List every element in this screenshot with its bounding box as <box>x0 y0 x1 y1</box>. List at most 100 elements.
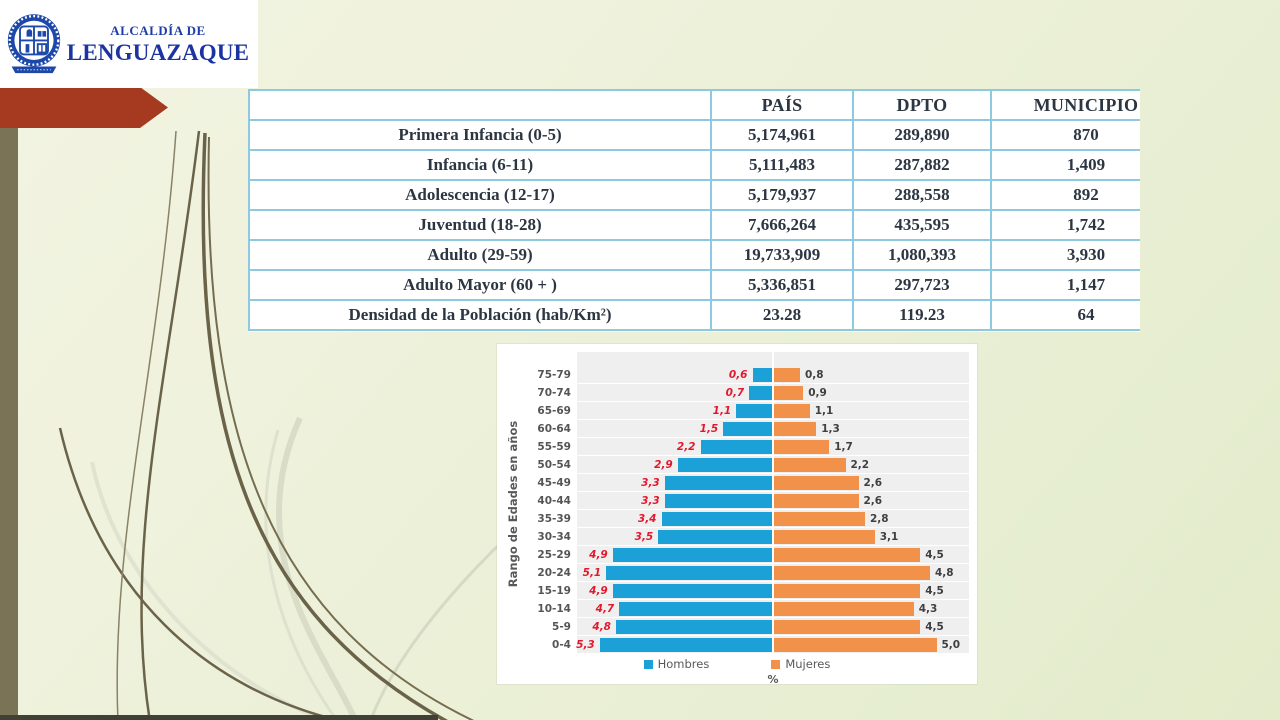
red-arrow-banner <box>0 87 168 128</box>
hombres-bar <box>606 566 772 580</box>
row-label: Juventud (18-28) <box>248 209 712 241</box>
hombres-bar <box>749 386 772 400</box>
age-axis-label: 25-29 <box>537 549 571 561</box>
cell-dpto: 1,080,393 <box>852 239 992 271</box>
mujeres-value-label: 2,2 <box>850 459 870 471</box>
age-axis-label: 10-14 <box>537 603 571 615</box>
chart-legend: Hombres Mujeres <box>497 657 977 671</box>
age-axis-label: 55-59 <box>537 441 571 453</box>
pyramid-row: 1,1 1,1 <box>577 402 969 420</box>
mujeres-bar <box>774 566 930 580</box>
pyramid-row: 2,9 2,2 <box>577 456 969 474</box>
mujeres-bar <box>774 620 921 634</box>
mujeres-value-label: 2,8 <box>870 513 889 525</box>
hombres-bar <box>723 422 772 436</box>
header-pais: PAÍS <box>710 89 854 121</box>
cell-municipio: 1,742 <box>990 209 1140 241</box>
mujeres-bar <box>774 476 859 490</box>
mujeres-bar <box>774 584 921 598</box>
hombres-value-label: 0,7 <box>725 387 745 399</box>
mujeres-value-label: 4,3 <box>918 603 938 615</box>
cell-municipio: 3,930 <box>990 239 1140 271</box>
hombres-value-label: 4,7 <box>595 603 615 615</box>
cell-pais: 7,666,264 <box>710 209 854 241</box>
cell-dpto: 297,723 <box>852 269 992 301</box>
mujeres-value-label: 4,5 <box>925 549 944 561</box>
hombres-value-label: 3,3 <box>641 477 660 489</box>
age-axis-label: 15-19 <box>537 585 571 597</box>
hombres-bar <box>658 530 772 544</box>
mujeres-value-label: 4,5 <box>925 585 944 597</box>
hombres-value-label: 0,6 <box>728 369 748 381</box>
header-dpto: DPTO <box>852 89 992 121</box>
pyramid-row: 4,8 4,5 <box>577 618 969 636</box>
mujeres-value-label: 0,8 <box>805 369 824 381</box>
pyramid-row: 3,3 2,6 <box>577 492 969 510</box>
pyramid-row: 1,5 1,3 <box>577 420 969 438</box>
hombres-bar <box>736 404 772 418</box>
logo: ALCALDÍA DE LENGUAZAQUE <box>0 0 258 88</box>
mujeres-value-label: 1,7 <box>834 441 853 453</box>
cell-municipio: 1,147 <box>990 269 1140 301</box>
age-axis-label: 40-44 <box>537 495 571 507</box>
row-label: Adulto Mayor (60 + ) <box>248 269 712 301</box>
mujeres-bar <box>774 386 804 400</box>
hombres-bar <box>677 458 772 472</box>
hombres-value-label: 3,3 <box>641 495 660 507</box>
hombres-value-label: 4,9 <box>589 549 608 561</box>
mujeres-bar <box>774 422 817 436</box>
table-row: Infancia (6-11) 5,111,483 287,882 1,409 <box>248 149 1140 181</box>
pyramid-row: 5,1 4,8 <box>577 564 969 582</box>
hombres-bar <box>616 620 772 634</box>
mujeres-swatch-icon <box>771 659 781 669</box>
table-row: Juventud (18-28) 7,666,264 435,595 1,742 <box>248 209 1140 241</box>
hombres-value-label: 3,4 <box>637 513 657 525</box>
population-pyramid-chart: Rango de Edades en años 0,6 0,8 0,7 0,9 1,1 1… <box>497 344 977 686</box>
cell-municipio: 870 <box>990 119 1140 151</box>
age-axis-label: 20-24 <box>537 567 571 579</box>
legend-label-mujeres: Mujeres <box>785 657 831 671</box>
mujeres-bar <box>774 638 937 652</box>
left-edge-strip <box>0 128 18 716</box>
table-row: Adulto Mayor (60 + ) 5,336,851 297,723 1,14… <box>248 269 1140 301</box>
age-axis-label: 70-74 <box>537 387 571 399</box>
pyramid-row: 5,3 5,0 <box>576 636 969 654</box>
mujeres-bar <box>774 458 846 472</box>
x-axis-label: % <box>767 673 779 686</box>
hombres-bar <box>752 368 772 382</box>
mujeres-bar <box>774 404 810 418</box>
cell-pais: 5,336,851 <box>710 269 854 301</box>
age-axis-label: 5-9 <box>552 621 571 633</box>
table-row: Adolescencia (12-17) 5,179,937 288,558 892 <box>248 179 1140 211</box>
mujeres-bar <box>774 548 921 562</box>
hombres-bar <box>612 584 772 598</box>
mujeres-bar <box>774 440 830 454</box>
legend-item-mujeres: Mujeres <box>771 657 830 671</box>
plot-area: 0,6 0,8 0,7 0,9 1,1 1,1 1,5 1,3 2,2 1,7 2,9 2,2 3,3 2… <box>576 352 969 654</box>
mujeres-value-label: 1,3 <box>821 423 840 435</box>
mujeres-value-label: 1,1 <box>814 405 834 417</box>
age-axis-label: 75-79 <box>537 369 571 381</box>
mujeres-value-label: 5,0 <box>941 639 961 651</box>
hombres-bar <box>619 602 772 616</box>
logo-title-line1: ALCALDÍA DE <box>110 22 206 38</box>
cell-dpto: 289,890 <box>852 119 992 151</box>
y-axis-title: Rango de Edades en años <box>506 420 520 588</box>
logo-title-line2: LENGUAZAQUE <box>66 39 250 65</box>
mujeres-value-label: 4,5 <box>925 621 944 633</box>
age-axis-label: 45-49 <box>537 477 571 489</box>
pyramid-row: 0,7 0,9 <box>577 384 969 402</box>
row-label: Adolescencia (12-17) <box>248 179 712 211</box>
hombres-value-label: 1,5 <box>699 423 719 435</box>
pyramid-row: 4,9 4,5 <box>577 582 969 600</box>
cell-municipio: 64 <box>990 299 1140 331</box>
age-axis-label: 60-64 <box>537 423 571 435</box>
row-label: Adulto (29-59) <box>248 239 712 271</box>
hombres-value-label: 3,5 <box>634 531 654 543</box>
cell-dpto: 288,558 <box>852 179 992 211</box>
mujeres-bar <box>774 368 800 382</box>
mujeres-value-label: 3,1 <box>879 531 899 543</box>
cell-pais: 19,733,909 <box>710 239 854 271</box>
pyramid-row: 4,7 4,3 <box>577 600 969 618</box>
